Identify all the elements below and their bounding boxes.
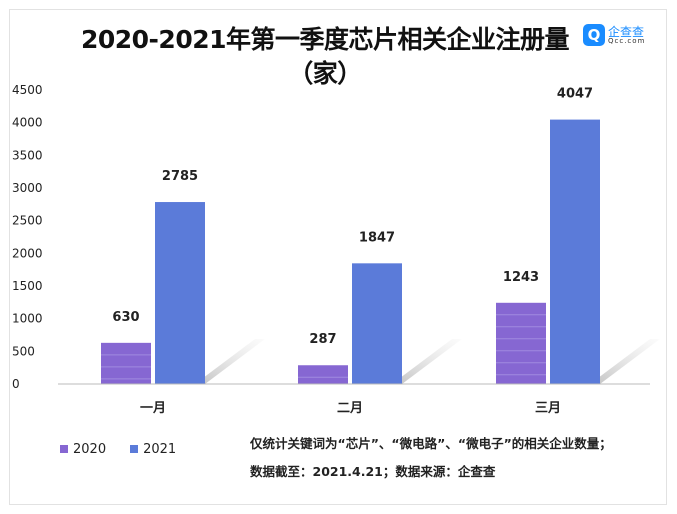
logo-en: Qcc.com (608, 36, 646, 45)
bar-shadow (590, 339, 660, 384)
chart-title: 2020-2021年第一季度芯片相关企业注册量 (80, 25, 570, 54)
y-tick-label: 3000 (12, 181, 43, 195)
data-label: 1243 (503, 270, 539, 285)
bar-2020 (496, 302, 546, 384)
legend-item-2020: 2020 (60, 442, 106, 457)
legend-label-2021: 2021 (143, 442, 177, 457)
y-tick-label: 1500 (12, 279, 43, 293)
bar-2020 (101, 342, 151, 384)
data-label: 1847 (359, 230, 395, 245)
bar-2021 (550, 119, 600, 384)
qcc-logo-icon: Q (583, 24, 605, 46)
logo-cn: 企查查 (608, 24, 645, 39)
bar-shadow (195, 339, 265, 384)
y-tick-label: 4500 (12, 83, 43, 97)
note-line-1: 仅统计关键词为“芯片”、“微电路”、“微电子”的相关企业数量； (250, 436, 612, 451)
legend-swatch-2020 (60, 445, 68, 453)
data-label: 287 (309, 332, 336, 347)
data-label: 2785 (162, 169, 198, 184)
y-tick-label: 4000 (12, 116, 43, 130)
qcc-logo: Q 企查查 Qcc.com (583, 24, 645, 46)
bar-shadow (392, 339, 462, 384)
bar-2021 (352, 263, 402, 384)
y-tick-label: 0 (12, 377, 20, 391)
data-label: 630 (112, 310, 139, 325)
y-tick-label: 2500 (12, 214, 43, 228)
x-tick-label: 一月 (140, 401, 166, 416)
y-tick-label: 1000 (12, 312, 43, 326)
bar-2020 (298, 365, 348, 384)
note-line-2: 数据截至：2021.4.21；数据来源：企查查 (250, 464, 496, 479)
bar-2021 (155, 202, 205, 384)
legend-item-2021: 2021 (130, 442, 176, 457)
legend: 2020 2021 (60, 442, 176, 457)
y-tick-label: 3500 (12, 148, 43, 162)
x-tick-label: 三月 (535, 401, 561, 416)
y-tick-label: 500 (12, 344, 35, 358)
legend-swatch-2021 (130, 445, 139, 453)
y-tick-label: 2000 (12, 246, 43, 260)
x-tick-label: 二月 (337, 401, 363, 416)
legend-label-2020: 2020 (73, 442, 107, 457)
data-label: 4047 (557, 87, 593, 102)
chart-title-unit: （家） (288, 59, 362, 88)
